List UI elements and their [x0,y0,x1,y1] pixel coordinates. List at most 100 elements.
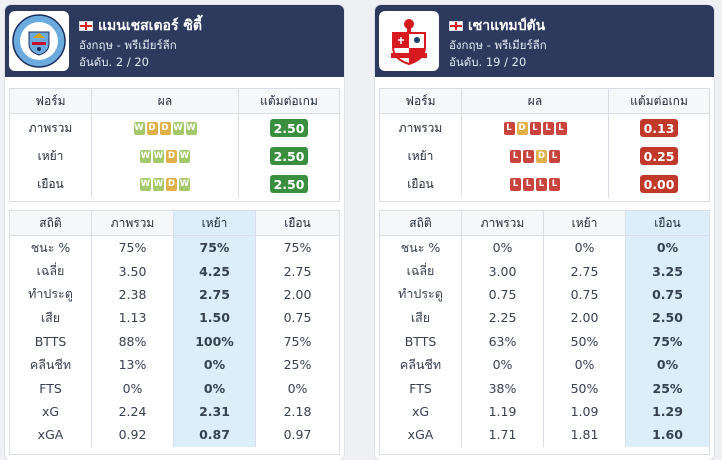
form-row-label: เหย้า [10,142,92,170]
stat-away: 3.25 [626,259,709,283]
ppg-cell: 2.50 [239,114,339,142]
stat-away: 2.50 [626,306,709,330]
stats-row: FTS 38% 50% 25% [380,376,709,400]
form-results: L D L L L [462,114,609,142]
form-row-overall: ภาพรวม W D D W W 2.50 [10,114,339,142]
col-away: เยือน [284,215,311,230]
stat-home: 0.75 [544,282,626,307]
stat-overall: 0% [462,352,544,377]
stat-label: FTS [380,376,462,400]
stat-overall: 1.19 [462,399,544,424]
col-away: เยือน [626,211,709,235]
form-table: ฟอร์ม ผล แต้มต่อเกม ภาพรวม W D D W W 2.5… [9,88,340,202]
stat-label: ทำประตู [380,282,462,307]
form-row-label: เยือน [380,170,462,198]
stat-home: 1.81 [544,423,626,447]
team-league[interactable]: อังกฤษ - พรีเมียร์ลีก [449,38,547,52]
stats-body: ชนะ % 75% 75% 75% เฉลี่ย 3.50 4.25 2.75 … [10,236,339,454]
stats-row: xG 2.24 2.31 2.18 [10,399,339,424]
result-badge[interactable]: D [166,149,177,163]
stat-label: คลีนชีท [10,352,92,377]
stat-label: ทำประตู [10,282,92,307]
stat-label: เฉลี่ย [10,259,92,283]
result-badge[interactable]: W [172,121,184,135]
stats-row: ทำประตู 0.75 0.75 0.75 [380,282,709,307]
stat-home: 2.00 [544,306,626,330]
result-badge[interactable]: D [146,121,158,135]
stat-away: 0% [626,352,709,377]
result-badge[interactable]: L [510,149,521,163]
stats-row: xGA 0.92 0.87 0.97 [10,423,339,447]
col-stat: สถิติ [380,211,462,235]
stat-overall: 1.71 [462,423,544,447]
stat-away: 2.75 [283,263,312,279]
result-badge[interactable]: L [523,149,534,163]
ppg-cell: 0.00 [609,170,709,198]
col-overall: ภาพรวม [462,211,544,235]
form-row-overall: ภาพรวม L D L L L 0.13 [380,114,709,142]
form-table-header: ฟอร์ม ผล แต้มต่อเกม [380,89,709,114]
stat-overall: 3.00 [462,259,544,283]
team-rank: อันดับ. 2 / 20 [79,55,149,69]
result-badge[interactable]: D [516,121,528,135]
result-badge[interactable]: W [133,121,145,135]
result-badge[interactable]: W [179,177,190,191]
team-league[interactable]: อังกฤษ - พรีเมียร์ลีก [79,38,177,52]
ppg-cell: 2.50 [239,170,339,198]
result-badge[interactable]: L [549,177,560,191]
stat-overall: 2.38 [92,282,174,307]
form-results: W W D W [92,170,239,198]
ppg-badge: 2.50 [269,119,309,137]
form-row-away: เยือน W W D W 2.50 [10,170,339,198]
stat-home: 75% [174,236,256,260]
stat-away: 0% [287,380,308,396]
form-row-label: ภาพรวม [10,114,92,142]
result-badge[interactable]: W [179,149,190,163]
ppg-badge: 0.13 [639,119,679,137]
stat-overall: 0.92 [92,423,174,447]
result-badge[interactable]: W [185,121,197,135]
form-results: L L D L [462,142,609,170]
stat-overall: 1.13 [92,306,174,330]
col-stat: สถิติ [10,211,92,235]
result-badge[interactable]: L [510,177,521,191]
stat-label: คลีนชีท [380,352,462,377]
stat-overall: 2.24 [92,399,174,424]
result-badge[interactable]: W [140,177,151,191]
southampton-crest-icon[interactable] [379,11,439,71]
col-home: เหย้า [174,211,256,235]
stat-label: xGA [380,423,462,447]
result-badge[interactable]: L [536,177,547,191]
result-badge[interactable]: W [153,177,164,191]
manchester-city-crest-icon[interactable] [9,11,69,71]
result-badge[interactable]: D [159,121,171,135]
stats-row: เสีย 2.25 2.00 2.50 [380,306,709,330]
stats-row: ทำประตู 2.38 2.75 2.00 [10,282,339,307]
ppg-cell: 0.25 [609,142,709,170]
result-badge[interactable]: L [529,121,541,135]
result-badge[interactable]: D [166,177,177,191]
result-badge[interactable]: L [549,149,560,163]
result-badge[interactable]: W [140,149,151,163]
result-badge[interactable]: L [523,177,534,191]
stat-label: ชนะ % [380,236,462,260]
result-badge[interactable]: L [542,121,554,135]
col-ppg: แต้มต่อเกม [630,93,688,108]
team-header: เซาแทมป์ตัน อังกฤษ - พรีเมียร์ลีก อันดับ… [375,5,714,77]
result-badge[interactable]: L [503,121,515,135]
stat-overall: 63% [462,329,544,353]
stat-home: 50% [544,329,626,353]
result-badge[interactable]: D [536,149,547,163]
result-badge[interactable]: L [555,121,567,135]
stat-away: 75% [626,329,709,353]
col-results: ผล [462,89,609,113]
result-badge[interactable]: W [153,149,164,163]
team-name[interactable]: เซาแทมป์ตัน [449,15,545,37]
stat-away: 75% [283,333,312,349]
stat-overall: 38% [462,376,544,400]
team-name[interactable]: แมนเชสเตอร์ ซิตี้ [79,15,202,37]
stat-home: 2.31 [174,399,256,424]
stats-row: เสีย 1.13 1.50 0.75 [10,306,339,330]
ppg-badge: 0.25 [639,147,679,165]
stat-overall: 88% [92,329,174,353]
